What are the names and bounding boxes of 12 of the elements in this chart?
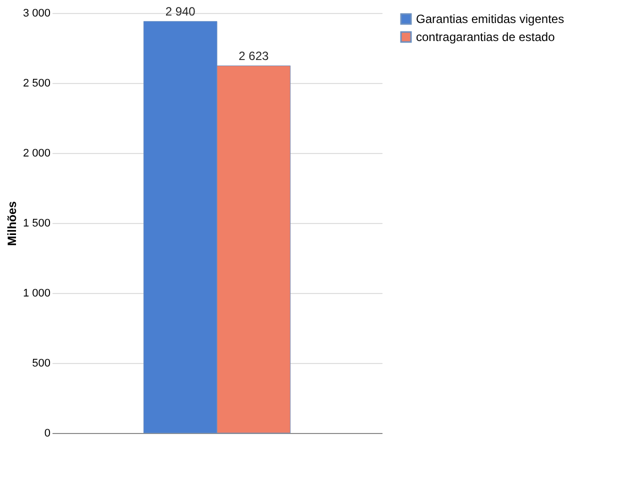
legend-label: Garantias emitidas vigentes: [416, 12, 564, 26]
data-label: 2 940: [165, 4, 196, 18]
y-tick-label: 500: [32, 358, 50, 370]
y-tick-label: 2 500: [22, 78, 50, 90]
data-label: 2 623: [238, 48, 270, 63]
y-tick-label: 0: [44, 428, 50, 440]
legend-label: contragarantias de estado: [416, 30, 556, 44]
y-tick-label: 1 500: [22, 218, 50, 230]
y-tick-label: 3 000: [22, 8, 50, 20]
y-tick-label: 2 000: [22, 148, 50, 160]
y-tick-label: 1 000: [22, 288, 50, 300]
y-axis-title: Milhões: [4, 200, 19, 246]
